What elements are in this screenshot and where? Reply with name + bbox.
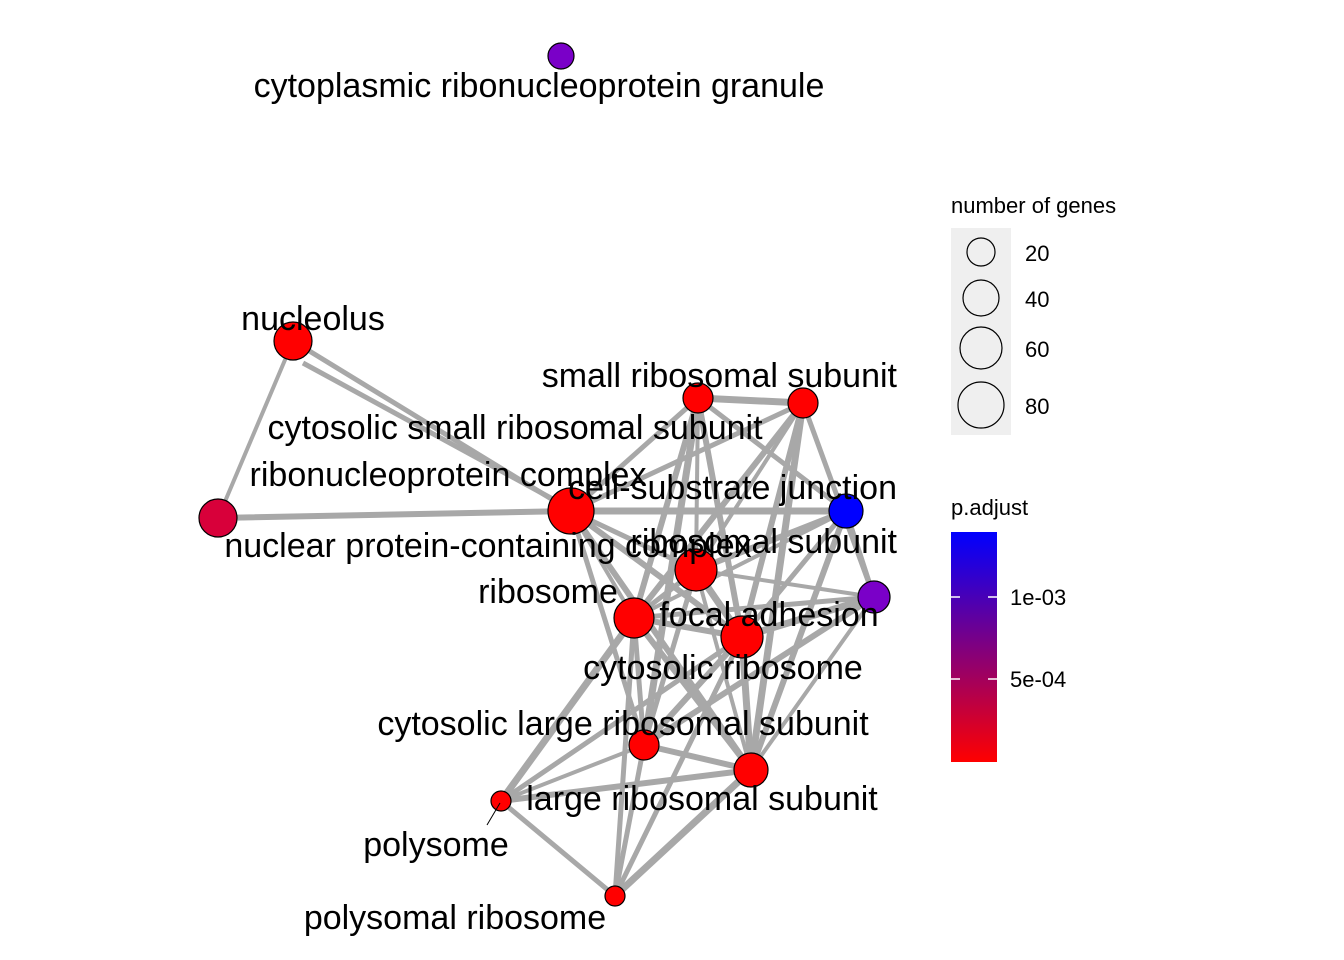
color-legend-label: 5e-04	[1010, 667, 1066, 692]
node-polysome[interactable]	[490, 790, 512, 812]
node-label-cytosolic-small-ribosomal-subunit: cytosolic small ribosomal subunit	[267, 409, 763, 447]
edge-small-ribosomal-subunit-ribonucleoprotein-complex	[568, 395, 701, 514]
color-legend-title: p.adjust	[951, 495, 1028, 520]
edge-cell-substrate-junction-cytosolic-ribosome	[739, 508, 849, 640]
edge-cell-substrate-junction-2-focal-adhesion	[738, 593, 878, 641]
color-legend-label: 1e-03	[1010, 585, 1066, 610]
edge-ribonucleoprotein-complex-focal-adhesion	[569, 509, 744, 639]
edge-cytosolic-small-ribosomal-subunit-focal-adhesion	[739, 400, 806, 640]
size-legend-circle	[959, 326, 1003, 370]
edge-polysome-polysomal-ribosome	[498, 798, 618, 899]
node-small-ribosomal-subunit[interactable]	[682, 382, 714, 414]
edge-cytosolic-ribosome-polysomal-ribosome	[613, 635, 744, 898]
node-label-ribosomal-subunit: ribosomal subunit	[631, 523, 898, 561]
labels-layer: cytoplasmic ribonucleoprotein granule nuc…	[224, 67, 897, 937]
polysome-label-leader	[486, 802, 501, 826]
size-legend-label: 60	[1025, 337, 1049, 362]
edge-ribosome-polysomal-ribosome	[612, 615, 637, 899]
color-legend-bar	[951, 532, 997, 762]
edge-cytosolic-large-ribosomal-subunit-polysome	[499, 743, 646, 803]
node-ribosome[interactable]	[613, 597, 655, 639]
node-label-polysome: polysome	[363, 826, 509, 864]
edge-cell-substrate-junction-2-large-ribosomal-subunit	[749, 595, 876, 772]
nodes-layer	[198, 42, 891, 907]
edge-cell-substrate-junction-2-cytosolic-large-ribosomal-subunit	[641, 594, 877, 748]
node-label-small-ribosomal-subunit: small ribosomal subunit	[542, 357, 898, 395]
edge-ribosome-polysome	[497, 614, 638, 805]
edge-cell-substrate-junction-2-ribosome	[631, 594, 877, 621]
node-label-nucleolus: nucleolus	[241, 300, 385, 338]
node-large-ribosomal-subunit[interactable]	[733, 752, 769, 788]
size-legend-label: 80	[1025, 394, 1049, 419]
node-ribonucleoprotein-complex[interactable]	[547, 487, 595, 535]
edge-small-ribosomal-subunit-cytosolic-small-ribosomal-subunit	[694, 394, 807, 407]
size-legend-label: 40	[1025, 287, 1049, 312]
node-ribosomal-subunit[interactable]	[674, 548, 718, 592]
edge-large-ribosomal-subunit-polysomal-ribosome	[611, 766, 755, 900]
node-nuclear-protein-containing-complex[interactable]	[198, 498, 238, 538]
edge-cell-substrate-junction-ribosomal-subunit	[693, 508, 849, 573]
edge-cytosolic-small-ribosomal-subunit-large-ribosomal-subunit	[747, 399, 807, 774]
edge-cytosolic-large-ribosomal-subunit-polysomal-ribosome	[612, 742, 647, 899]
size-legend-circle	[957, 381, 1005, 429]
node-label-cell-substrate-junction: cell-substrate junction	[568, 469, 897, 507]
node-focal-adhesion[interactable]	[720, 615, 764, 659]
node-label-ribosome: ribosome	[478, 573, 618, 611]
edge-large-ribosomal-subunit-polysome	[498, 767, 754, 804]
size-legend-label: 20	[1025, 241, 1049, 266]
edge-nuclear-protein-containing-complex-ribonucleoprotein-complex	[215, 508, 574, 521]
node-cytosolic-large-ribosomal-subunit[interactable]	[628, 729, 660, 761]
edge-nucleolus-nuclear-protein-containing-complex	[216, 339, 295, 520]
node-nucleolus[interactable]	[273, 321, 313, 361]
edge-cell-substrate-junction-large-ribosomal-subunit	[748, 508, 849, 773]
edge-cytosolic-ribosome-cytosolic-large-ribosomal-subunit	[641, 634, 745, 748]
edge-ribosomal-subunit-cytosolic-large-ribosomal-subunit	[641, 567, 699, 748]
node-cytosolic-small-ribosomal-subunit[interactable]	[787, 387, 819, 419]
edge-cytosolic-ribosome-large-ribosomal-subunit	[738, 633, 755, 774]
node-label-nuclear-protein-containing-complex: nuclear protein-containing complex	[224, 527, 751, 565]
edge-ribosome-cytosolic-large-ribosomal-subunit	[631, 615, 647, 748]
node-label-cytoplasmic-ribonucleoprotein-granule: cytoplasmic ribonucleoprotein granule	[254, 67, 825, 105]
edge-ribonucleoprotein-complex-cytosolic-large-ribosomal-subunit	[568, 508, 647, 748]
size-legend-circle	[962, 279, 1000, 317]
node-label-large-ribosomal-subunit: large ribosomal subunit	[526, 780, 878, 818]
edge-cytosolic-large-ribosomal-subunit-large-ribosomal-subunit	[641, 742, 754, 773]
node-polysomal-ribosome[interactable]	[604, 885, 626, 907]
node-label-focal-adhesion: focal adhesion	[659, 596, 878, 634]
node-cell-substrate-junction-2[interactable]	[857, 580, 891, 614]
edge-cell-substrate-junction-ribosome	[632, 509, 848, 620]
node-cytoplasmic-ribonucleoprotein-granule[interactable]	[547, 42, 575, 70]
edge-cytosolic-small-ribosomal-subunit-ribosomal-subunit	[694, 401, 805, 572]
edge-cell-substrate-junction-2-ribosomal-subunit	[694, 568, 876, 599]
size-legend-title: number of genes	[951, 193, 1116, 218]
edge-cytosolic-ribosome-polysome	[498, 634, 745, 804]
size-legend-circle	[966, 237, 996, 267]
edge-cytosolic-small-ribosomal-subunit-ribonucleoprotein-complex	[568, 400, 806, 514]
edge-nucleolus-ribonucleoprotein	[301, 360, 562, 506]
node-label-cytosolic-ribosome: cytosolic ribosome	[583, 649, 863, 687]
edge-small-ribosomal-subunit-focal-adhesion	[695, 395, 745, 640]
node-label-polysomal-ribosome: polysomal ribosome	[304, 899, 606, 937]
node-label-cytosolic-large-ribosomal-subunit: cytosolic large ribosomal subunit	[377, 705, 869, 743]
node-cell-substrate-junction[interactable]	[828, 493, 864, 529]
node-label-ribonucleoprotein-complex: ribonucleoprotein complex	[250, 456, 647, 494]
